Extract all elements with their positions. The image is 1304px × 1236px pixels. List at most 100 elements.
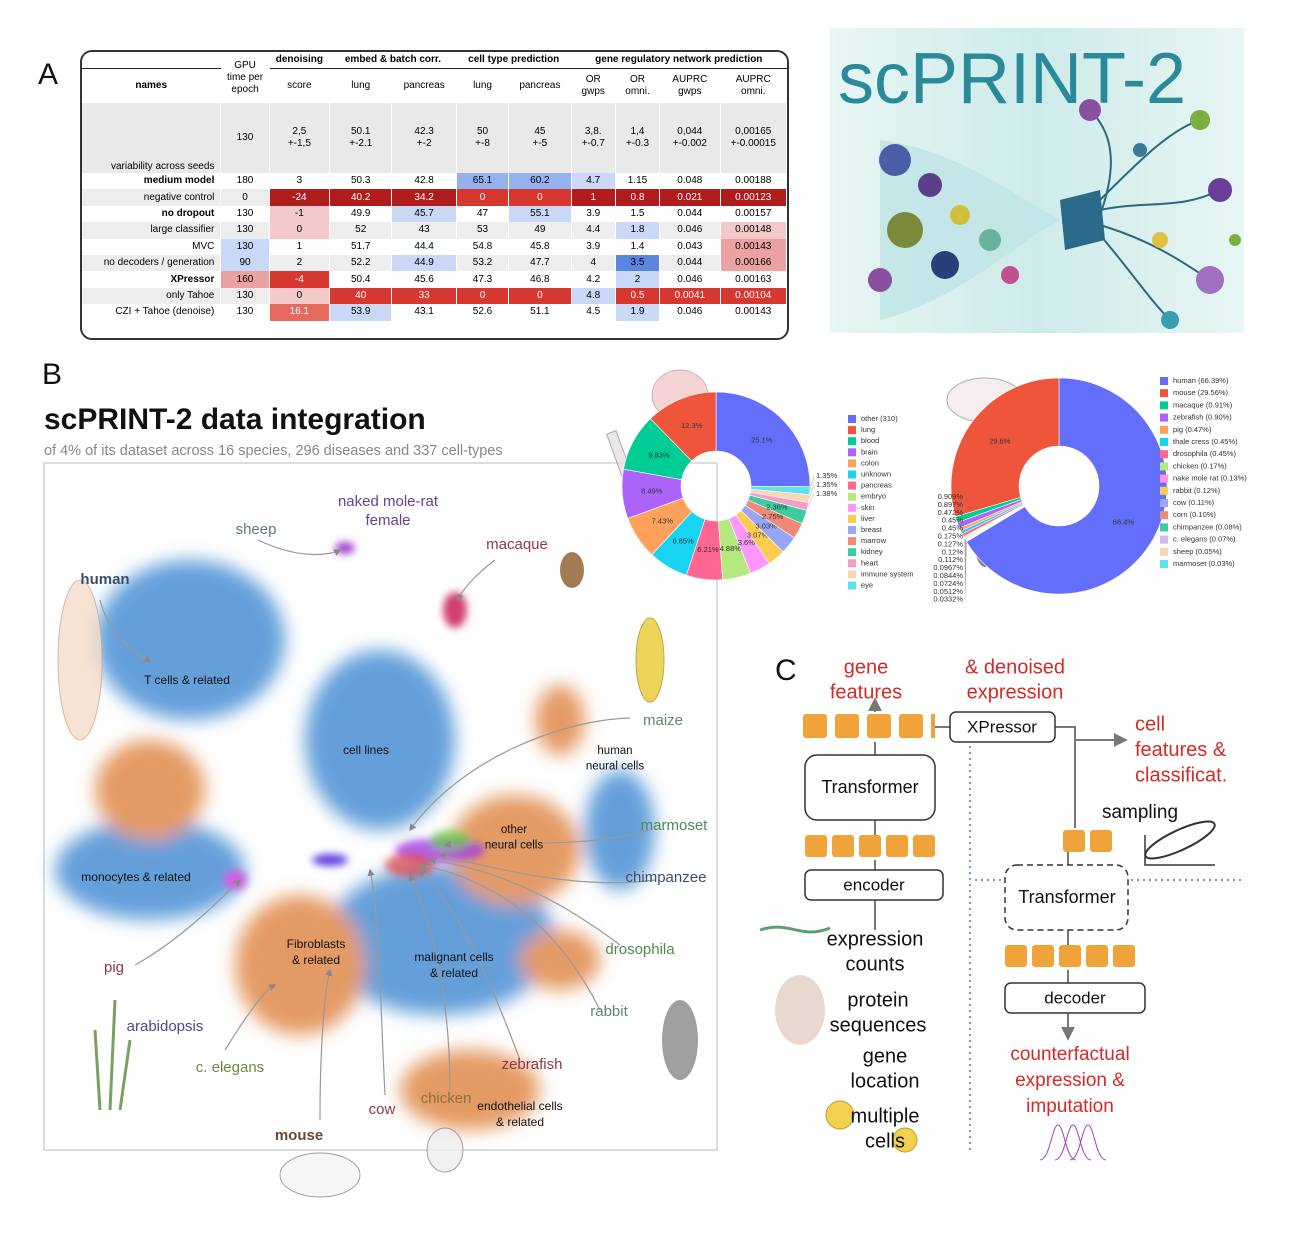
table-cell: 1: [269, 238, 331, 255]
input-label: expression: [827, 928, 924, 950]
panel-label: B: [42, 358, 62, 391]
table-cell: 50.4: [329, 271, 393, 288]
legend-label: embryo: [861, 492, 886, 501]
table-cell: 0.00188: [720, 173, 787, 190]
slice-label: 0.909%: [938, 492, 964, 501]
column-header: pancreas: [508, 68, 572, 103]
table-cell: 51.1: [508, 304, 572, 321]
table-cell: 50 +-8: [456, 103, 510, 173]
table-cell: 0: [508, 189, 572, 206]
panel-label: C: [775, 654, 797, 687]
table-cell: 0.0041: [659, 287, 721, 305]
output-label: classificat.: [1135, 764, 1227, 786]
slice-label: 1.35%: [816, 480, 838, 489]
table-cell: 52: [329, 222, 393, 239]
legend-swatch: [1160, 462, 1168, 471]
column-header-row: names score lung pancreas lung pancreas OR gwp…: [82, 68, 787, 103]
legend-swatch: [848, 415, 856, 423]
table-cell: 130: [220, 222, 270, 239]
table-cell: 4: [571, 254, 616, 272]
legend-swatch: [848, 503, 856, 512]
legend-swatch: [1160, 560, 1168, 568]
table-cell: 0: [508, 287, 572, 305]
label-leader: [964, 541, 967, 584]
legend-label: thale cress (0.45%): [1173, 437, 1238, 446]
umap-label: pig: [104, 959, 124, 976]
table-cell: 43: [391, 222, 457, 239]
output-label: imputation: [1026, 1096, 1114, 1117]
table-cell: 46.8: [508, 271, 572, 288]
logo-title: scPRINT-2: [838, 39, 1186, 119]
table-row: XPressor 160 -4 50.4 45.6 47.3 46.8 4.2 2 0.046 0.…: [82, 271, 787, 288]
table-cell: 49: [508, 222, 572, 239]
table-cell: 0: [456, 287, 510, 305]
legend-swatch: [1160, 511, 1168, 520]
column-header: OR gwps: [571, 68, 616, 103]
table-cell: 3.9: [571, 238, 616, 255]
slice-label: 8.49%: [641, 487, 663, 496]
logo-artwork: [830, 28, 1244, 333]
legend-label: pig (0.47%): [1173, 425, 1212, 434]
table-cell: 90: [220, 254, 270, 272]
legend-label: nake mole rat (0.13%): [1173, 474, 1247, 483]
label-leader: [963, 536, 966, 538]
slice-label: 0.897%: [938, 500, 964, 509]
table-cell: 42.3 +-2: [391, 103, 457, 173]
row-name: large classifier: [82, 222, 222, 239]
plot-title: scPRINT-2 data integration: [44, 403, 426, 436]
table-cell: 53.2: [456, 254, 510, 272]
output-label: & denoised: [965, 656, 1065, 678]
table-cell: 4.8: [571, 287, 616, 305]
table-cell: 0: [269, 287, 331, 305]
legend-label: zebrafish (0.90%): [1173, 413, 1232, 422]
umap-label: monocytes & related: [81, 870, 190, 884]
umap-label: endothelial cells: [477, 1099, 562, 1113]
table-cell: 47.3: [456, 271, 510, 288]
group-header: gene regulatory network prediction: [571, 52, 787, 69]
umap-label: & related: [496, 1115, 544, 1129]
legend-label: immune system: [861, 569, 914, 578]
table-cell: 1.15: [615, 173, 661, 190]
legend-label: other (310): [861, 414, 898, 423]
umap-label: rabbit: [590, 1003, 628, 1020]
table-cell: 3,8. +-0.7: [571, 103, 616, 173]
table-cell: 42.8: [391, 173, 457, 190]
row-name: negative control: [82, 189, 222, 206]
slice-label: 3.6%: [738, 538, 755, 547]
row-name: variability across seeds: [82, 103, 222, 173]
label-leader: [961, 520, 966, 533]
table-cell: 53: [456, 222, 510, 239]
column-header: lung: [329, 68, 393, 103]
table-cell: 0.046: [659, 304, 721, 321]
label-leader: [964, 541, 967, 600]
legend-swatch: [848, 548, 856, 557]
legend-swatch: [848, 514, 856, 523]
table-cell: 130: [220, 103, 270, 173]
table-cell: 45 +-5: [508, 103, 572, 173]
legend-label: unknown: [861, 469, 891, 478]
legend-swatch: [1160, 401, 1168, 410]
table-cell: 0.00104: [720, 287, 787, 305]
table-cell: 0.046: [659, 222, 721, 239]
table-cell: 16.1: [269, 304, 331, 321]
module-label: XPressor: [967, 717, 1037, 736]
architecture-diagram: [759, 697, 1245, 1161]
row-name: CZI + Tahoe (denoise): [82, 304, 222, 321]
column-header: OR omni.: [615, 68, 661, 103]
legend-label: c. elegans (0.07%): [1173, 535, 1236, 544]
umap-label: cell lines: [343, 743, 389, 757]
module-label: Transformer: [1018, 887, 1115, 907]
label-leader: [807, 493, 815, 507]
legend-label: heart: [861, 558, 879, 567]
umap-label: arabidopsis: [127, 1018, 204, 1035]
slice-label: 66.4%: [1113, 517, 1135, 526]
legend-swatch: [1160, 486, 1168, 495]
legend-label: eye: [861, 580, 873, 589]
table-cell: 0.8: [615, 189, 661, 206]
legend-swatch: [848, 537, 856, 546]
umap-label: neural cells: [485, 840, 543, 852]
row-name: no decoders / generation: [82, 254, 222, 272]
header-cell: [82, 52, 222, 69]
label-leader: [960, 512, 966, 530]
legend-label: chicken (0.17%): [1173, 461, 1227, 470]
